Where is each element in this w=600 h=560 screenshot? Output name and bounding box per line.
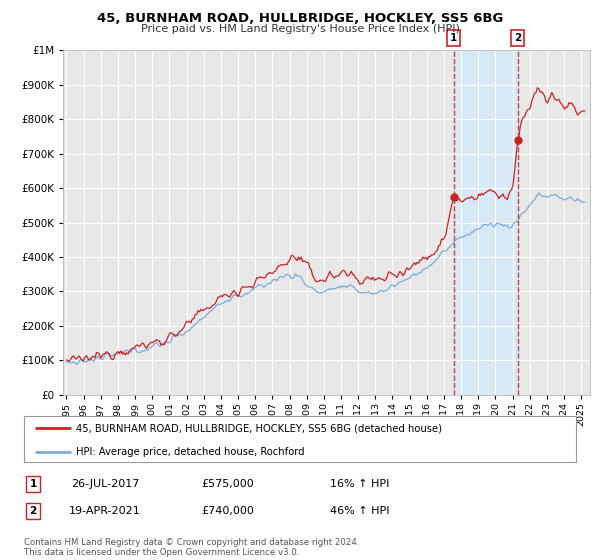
Text: 1: 1 <box>450 33 458 43</box>
Text: 2: 2 <box>514 33 521 43</box>
Bar <box>454 50 518 395</box>
Text: £575,000: £575,000 <box>202 479 254 489</box>
Text: HPI: Average price, detached house, Rochford: HPI: Average price, detached house, Roch… <box>76 447 305 457</box>
Text: 16% ↑ HPI: 16% ↑ HPI <box>331 479 389 489</box>
Text: Contains HM Land Registry data © Crown copyright and database right 2024.
This d: Contains HM Land Registry data © Crown c… <box>24 538 359 557</box>
Text: 26-JUL-2017: 26-JUL-2017 <box>71 479 139 489</box>
Text: 19-APR-2021: 19-APR-2021 <box>69 506 141 516</box>
Text: 1: 1 <box>29 479 37 489</box>
Text: 45, BURNHAM ROAD, HULLBRIDGE, HOCKLEY, SS5 6BG: 45, BURNHAM ROAD, HULLBRIDGE, HOCKLEY, S… <box>97 12 503 25</box>
Text: 46% ↑ HPI: 46% ↑ HPI <box>330 506 390 516</box>
Text: 45, BURNHAM ROAD, HULLBRIDGE, HOCKLEY, SS5 6BG (detached house): 45, BURNHAM ROAD, HULLBRIDGE, HOCKLEY, S… <box>76 423 442 433</box>
Text: 2: 2 <box>29 506 37 516</box>
Text: £740,000: £740,000 <box>202 506 254 516</box>
Text: Price paid vs. HM Land Registry's House Price Index (HPI): Price paid vs. HM Land Registry's House … <box>140 24 460 34</box>
